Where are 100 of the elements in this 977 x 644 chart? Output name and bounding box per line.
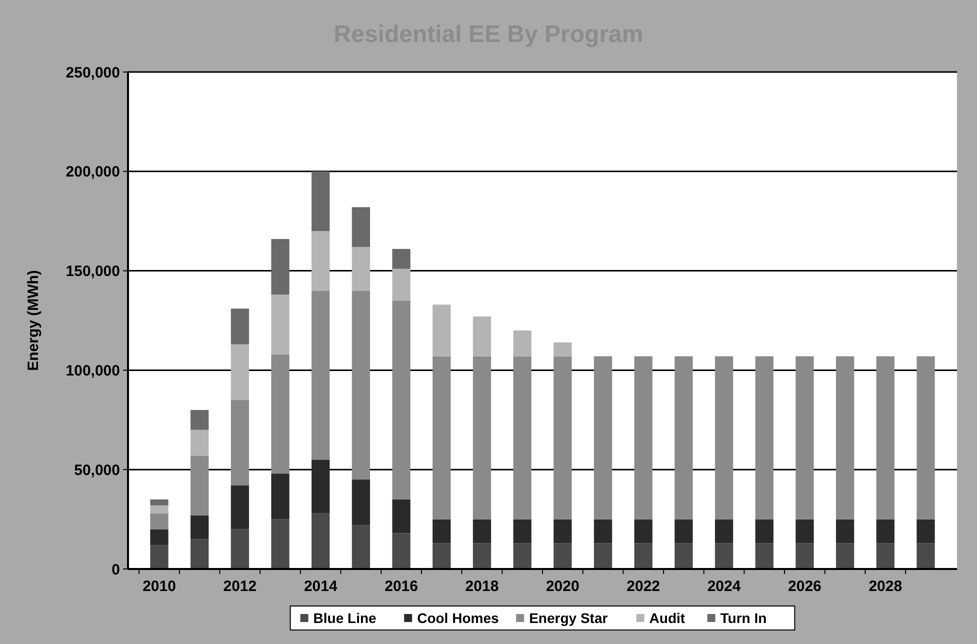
bar [190,456,209,516]
bar [674,356,693,520]
bar [513,330,532,356]
x-tick-label: 2018 [465,578,499,595]
bar [472,356,492,520]
bar [674,543,693,569]
bar [916,356,935,520]
bar [796,356,814,520]
bar [352,480,370,526]
bar [392,499,410,534]
bar [432,519,451,544]
bar [876,519,894,544]
bar [472,543,492,569]
x-tick-label: 2012 [223,578,257,595]
bar [594,519,612,544]
bar [150,529,168,546]
bar [432,543,451,569]
bar [554,342,572,356]
bar [352,525,370,569]
legend-label: Audit [649,610,686,626]
bar [150,545,168,569]
bar [755,543,774,569]
bar [714,356,734,520]
bar [513,356,532,520]
bar [150,499,168,506]
bar [271,474,290,520]
bar [392,300,410,500]
bar [230,400,250,486]
bar [230,529,250,569]
x-tick-label: 2026 [788,578,822,595]
bar [230,344,250,400]
bar [190,515,209,540]
legend-label: Blue Line [313,610,377,626]
bar [554,519,572,544]
bar [634,519,652,544]
bar [312,513,330,569]
bar [513,519,532,544]
y-tick-label: 0 [112,561,120,578]
x-tick-label: 2014 [304,578,338,595]
bar [714,519,734,544]
bar [916,543,935,569]
legend-label: Energy Star [529,610,608,626]
x-tick-label: 2024 [707,578,742,595]
x-tick-label: 2010 [142,578,176,595]
bar [150,513,168,530]
bar [674,519,693,544]
x-tick-label: 2022 [626,578,660,595]
bar [190,410,209,430]
bar [634,356,652,520]
x-tick-label: 2028 [868,578,902,595]
bar [594,356,612,520]
bar [312,231,330,291]
y-tick-label: 50,000 [74,462,120,479]
bar [432,304,451,356]
bar [312,290,330,460]
bar [271,354,290,474]
bar [312,460,330,514]
bar [836,356,854,520]
bar [352,246,370,291]
y-tick-label: 150,000 [66,263,120,280]
bar [392,533,410,569]
bar [190,430,209,456]
bar [392,268,410,301]
bar [312,171,330,232]
legend-label: Turn In [720,610,767,626]
bar [271,238,290,295]
bar [230,486,250,530]
bar [472,519,492,544]
bar [554,356,572,520]
y-axis-title: Energy (MWh) [25,270,42,371]
bar [876,543,894,569]
bar [230,308,250,344]
bar [634,543,652,569]
bar [916,519,935,544]
bar [594,543,612,569]
bar [150,505,168,514]
bar [271,519,290,569]
bar [432,356,451,520]
x-tick-label: 2016 [384,578,418,595]
bar [271,294,290,354]
bar [714,543,734,569]
bar [796,543,814,569]
bar [876,356,894,520]
y-tick-label: 250,000 [66,64,120,82]
bar [755,356,774,520]
bar [472,316,492,356]
y-tick-label: 100,000 [66,362,120,380]
bar [836,519,854,544]
bar [755,519,774,544]
bar [352,290,370,480]
bar [352,207,370,247]
bar [392,248,410,269]
y-tick-label: 200,000 [66,164,120,181]
bar [190,539,209,569]
legend-label: Cool Homes [417,610,499,626]
bar [513,543,532,569]
bar [836,543,854,569]
x-tick-label: 2020 [546,578,580,595]
bar [554,543,572,569]
bar [796,519,814,544]
